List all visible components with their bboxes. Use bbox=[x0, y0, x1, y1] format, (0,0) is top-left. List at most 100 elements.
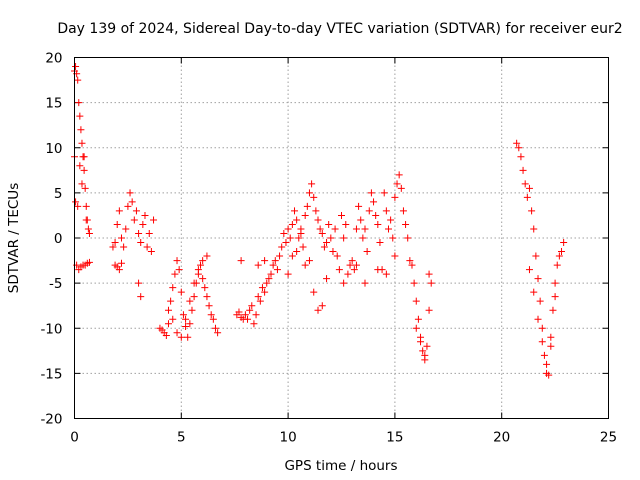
data-point bbox=[342, 220, 350, 228]
data-point bbox=[391, 252, 399, 260]
data-point bbox=[173, 329, 181, 337]
data-point bbox=[327, 234, 335, 242]
x-tick-label: 15 bbox=[386, 430, 403, 446]
data-point bbox=[545, 371, 553, 379]
data-point bbox=[412, 324, 420, 332]
data-point bbox=[278, 243, 286, 251]
x-tick-label: 25 bbox=[600, 430, 617, 446]
data-point bbox=[323, 239, 331, 247]
data-point bbox=[111, 239, 119, 247]
data-point bbox=[190, 293, 198, 301]
data-point bbox=[551, 293, 559, 301]
data-point bbox=[384, 225, 392, 233]
data-point bbox=[293, 248, 301, 256]
data-point bbox=[425, 270, 433, 278]
data-point bbox=[241, 311, 249, 319]
data-point bbox=[310, 193, 318, 201]
data-point bbox=[320, 243, 328, 251]
data-point bbox=[372, 211, 380, 219]
data-point bbox=[203, 252, 211, 260]
data-point bbox=[211, 324, 219, 332]
data-point bbox=[558, 248, 566, 256]
data-point bbox=[397, 184, 405, 192]
y-tick-label: 15 bbox=[45, 96, 62, 112]
data-point bbox=[194, 266, 202, 274]
data-point bbox=[147, 248, 155, 256]
data-point bbox=[549, 306, 557, 314]
data-point bbox=[382, 207, 390, 215]
data-point bbox=[76, 162, 84, 170]
data-point bbox=[352, 261, 360, 269]
data-point bbox=[419, 347, 427, 355]
data-point bbox=[308, 180, 316, 188]
data-point bbox=[538, 324, 546, 332]
data-point bbox=[312, 207, 320, 215]
data-point bbox=[318, 229, 326, 237]
y-tick-label: 20 bbox=[45, 51, 62, 67]
data-point bbox=[314, 216, 322, 224]
data-point bbox=[387, 216, 395, 224]
x-tick-label: 5 bbox=[177, 430, 186, 446]
data-point bbox=[367, 189, 375, 197]
data-point bbox=[297, 229, 305, 237]
data-point bbox=[182, 322, 190, 330]
data-point bbox=[534, 315, 542, 323]
data-point bbox=[190, 279, 198, 287]
data-point bbox=[115, 207, 123, 215]
data-point bbox=[346, 261, 354, 269]
data-point bbox=[80, 153, 88, 161]
data-point bbox=[252, 311, 260, 319]
data-point bbox=[532, 252, 540, 260]
data-point bbox=[85, 258, 93, 266]
data-point bbox=[263, 279, 271, 287]
data-point bbox=[81, 184, 89, 192]
data-point bbox=[523, 193, 531, 201]
data-point bbox=[323, 275, 331, 283]
data-point bbox=[412, 297, 420, 305]
data-point bbox=[374, 220, 382, 228]
data-point bbox=[164, 306, 172, 314]
data-point bbox=[80, 166, 88, 174]
data-point bbox=[78, 180, 86, 188]
data-point bbox=[365, 207, 373, 215]
y-tick-label: 10 bbox=[45, 141, 62, 157]
data-point bbox=[139, 220, 147, 228]
data-point bbox=[205, 302, 213, 310]
data-point bbox=[284, 270, 292, 278]
data-point bbox=[363, 248, 371, 256]
data-point bbox=[288, 252, 296, 260]
data-point bbox=[261, 288, 269, 296]
data-point bbox=[310, 288, 318, 296]
data-point bbox=[402, 220, 410, 228]
data-point bbox=[126, 189, 134, 197]
data-point bbox=[553, 261, 561, 269]
data-point bbox=[150, 216, 158, 224]
data-point bbox=[254, 261, 262, 269]
data-point bbox=[84, 225, 92, 233]
data-points bbox=[71, 63, 568, 379]
data-point bbox=[246, 306, 254, 314]
data-point bbox=[173, 257, 181, 265]
data-point bbox=[555, 252, 563, 260]
data-point bbox=[340, 234, 348, 242]
grid bbox=[74, 57, 609, 419]
data-point bbox=[271, 257, 279, 265]
data-point bbox=[414, 315, 422, 323]
data-point bbox=[117, 259, 125, 267]
x-tick-label: 20 bbox=[493, 430, 510, 446]
data-point bbox=[421, 356, 429, 364]
y-tick-label: -15 bbox=[40, 366, 62, 382]
data-point bbox=[72, 198, 80, 206]
data-point bbox=[301, 261, 309, 269]
data-point bbox=[201, 284, 209, 292]
data-point bbox=[177, 288, 185, 296]
data-point bbox=[280, 229, 288, 237]
y-axis-label: SDTVAR / TECUs bbox=[6, 183, 22, 293]
data-point bbox=[560, 239, 568, 247]
data-point bbox=[248, 302, 256, 310]
data-point bbox=[78, 139, 86, 147]
data-point bbox=[269, 261, 277, 269]
data-point bbox=[261, 257, 269, 265]
data-point bbox=[171, 270, 179, 278]
data-point bbox=[303, 202, 311, 210]
